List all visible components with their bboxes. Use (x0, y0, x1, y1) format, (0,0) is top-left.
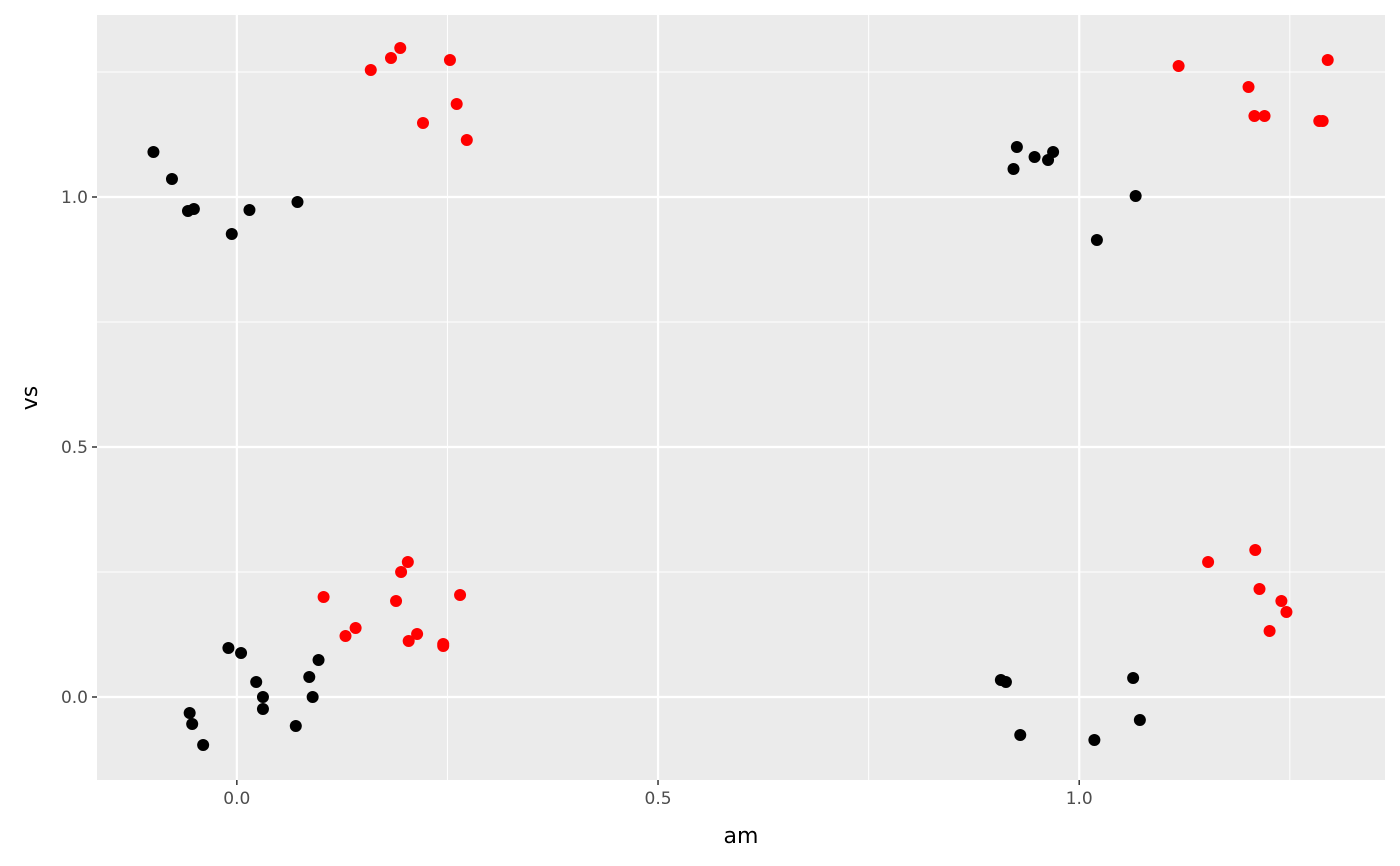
point (187, 203, 200, 215)
y-axis-title: vs (18, 386, 43, 410)
point (1133, 714, 1146, 726)
x-tick-label: 0.0 (223, 789, 250, 809)
point (186, 718, 199, 730)
point (401, 556, 414, 568)
point (1242, 81, 1255, 93)
point (1014, 729, 1027, 741)
point (460, 134, 473, 146)
point (1047, 146, 1060, 158)
point (1127, 672, 1140, 684)
x-tick-label: 0.5 (645, 789, 672, 809)
point (1253, 583, 1266, 595)
point (165, 173, 178, 185)
point (450, 98, 463, 110)
point (1248, 110, 1261, 122)
point (1316, 115, 1329, 127)
point (256, 703, 269, 715)
point (303, 671, 316, 683)
point (1090, 234, 1103, 246)
x-tick-label: 1.0 (1066, 789, 1093, 809)
y-tick-label: 1.0 (61, 188, 88, 208)
point (256, 691, 269, 703)
point (1007, 163, 1020, 175)
point (1321, 54, 1334, 66)
point (999, 676, 1012, 688)
point (411, 628, 424, 640)
point (417, 117, 430, 129)
point (437, 640, 450, 652)
point (306, 691, 319, 703)
point (1202, 556, 1215, 568)
y-tick-label: 0.0 (61, 688, 88, 708)
point (225, 228, 238, 240)
point (1249, 544, 1262, 556)
point (1129, 190, 1142, 202)
point (454, 589, 467, 601)
point (235, 647, 248, 659)
point (339, 630, 352, 642)
point (250, 676, 263, 688)
point (1263, 625, 1276, 637)
y-tick-label: 0.5 (61, 438, 88, 458)
point (1010, 141, 1023, 153)
point (222, 642, 235, 654)
point (394, 42, 407, 54)
point (317, 591, 330, 603)
point (349, 622, 362, 634)
point (147, 146, 160, 158)
point (364, 64, 377, 76)
point (402, 635, 415, 647)
x-axis-title: am (724, 824, 759, 849)
point (1088, 734, 1101, 746)
panel (97, 15, 1385, 780)
point (1258, 110, 1271, 122)
point (395, 566, 408, 578)
point (443, 54, 456, 66)
point (1280, 606, 1293, 618)
point (390, 595, 403, 607)
point (289, 720, 302, 732)
point (312, 654, 325, 666)
point (384, 52, 397, 64)
point (183, 707, 196, 719)
point (291, 196, 304, 208)
point (1172, 60, 1185, 72)
point (1028, 151, 1041, 163)
point (1275, 595, 1288, 607)
point (197, 739, 210, 751)
point (243, 204, 256, 216)
